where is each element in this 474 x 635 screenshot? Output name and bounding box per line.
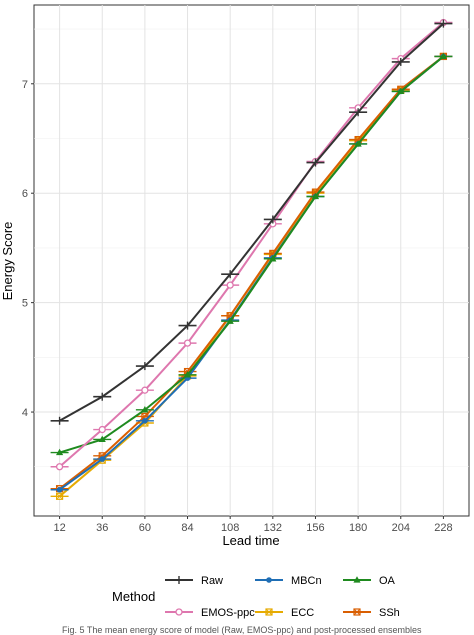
x-tick-label: 60 [139,522,151,534]
data-point [135,406,154,413]
series-layer [50,18,453,500]
data-point [260,577,278,583]
data-point [391,87,410,95]
legend-label: MBCn [291,575,322,587]
data-point [306,158,325,167]
legend: Method Raw MBCn OA EMOS-ppc ECC SSh [112,575,400,619]
legend-title: Method [112,589,155,604]
legend-item-raw: Raw [165,575,223,587]
data-point [178,339,197,347]
data-point [170,608,188,616]
y-tick-label: 4 [22,407,28,419]
data-point [349,140,368,147]
legend-label: EMOS-ppc [201,607,255,619]
y-tick-label: 7 [22,79,28,91]
x-tick-label: 108 [221,522,239,534]
data-point [50,486,69,493]
x-tick-label: 132 [264,522,282,534]
y-tick-label: 5 [22,298,28,310]
data-point [178,321,197,330]
figure-caption: Fig. 5 The mean energy score of model (R… [62,625,422,635]
data-point [260,608,278,616]
data-point [93,392,112,401]
data-point [50,448,69,456]
legend-item-oa: OA [343,575,396,587]
series-line [59,55,445,454]
legend-item-mbcn: MBCn [255,575,322,587]
data-point [50,463,69,471]
data-point [348,608,366,616]
y-tick-label: 6 [22,188,28,200]
x-tick-label: 180 [349,522,367,534]
grid [34,5,469,516]
x-tick-label: 204 [392,522,410,534]
data-point [221,317,240,324]
data-point [349,108,368,117]
series-oa [50,52,453,456]
legend-item-ssh: SSh [343,607,400,619]
series-line [58,55,445,490]
y-axis-title: Energy Score [0,222,15,301]
data-point [135,362,154,371]
legend-item-ecc: ECC [255,607,314,619]
data-point [93,456,112,462]
data-point [221,270,240,279]
data-point [263,215,282,224]
data-point [348,576,366,583]
legend-item-emos-ppc: EMOS-ppc [165,607,255,619]
data-point [434,52,453,60]
legend-label: OA [379,575,396,587]
data-point [135,418,154,424]
x-tick-label: 156 [306,522,324,534]
data-point [178,371,197,378]
data-point [135,386,154,394]
data-point [93,435,112,443]
data-point [170,576,188,584]
legend-label: ECC [291,607,314,619]
data-point [306,192,325,200]
series-line [59,22,445,422]
x-tick-label: 36 [96,522,108,534]
data-point [93,425,112,434]
x-tick-label: 84 [181,522,193,534]
x-tick-label: 12 [53,522,65,534]
legend-label: Raw [201,575,223,587]
data-point [263,255,282,262]
data-point [50,492,69,500]
x-axis-title: Lead time [222,533,279,548]
axes: 4 5 6 7 12 36 60 84 108 132 156 180 204 228 [22,79,453,534]
series-line [58,21,445,468]
data-point [50,416,69,425]
series-raw [50,19,453,425]
legend-label: SSh [379,607,400,619]
x-tick-label: 228 [434,522,452,534]
data-point [391,57,410,66]
data-point [221,281,240,289]
data-point [434,19,453,28]
